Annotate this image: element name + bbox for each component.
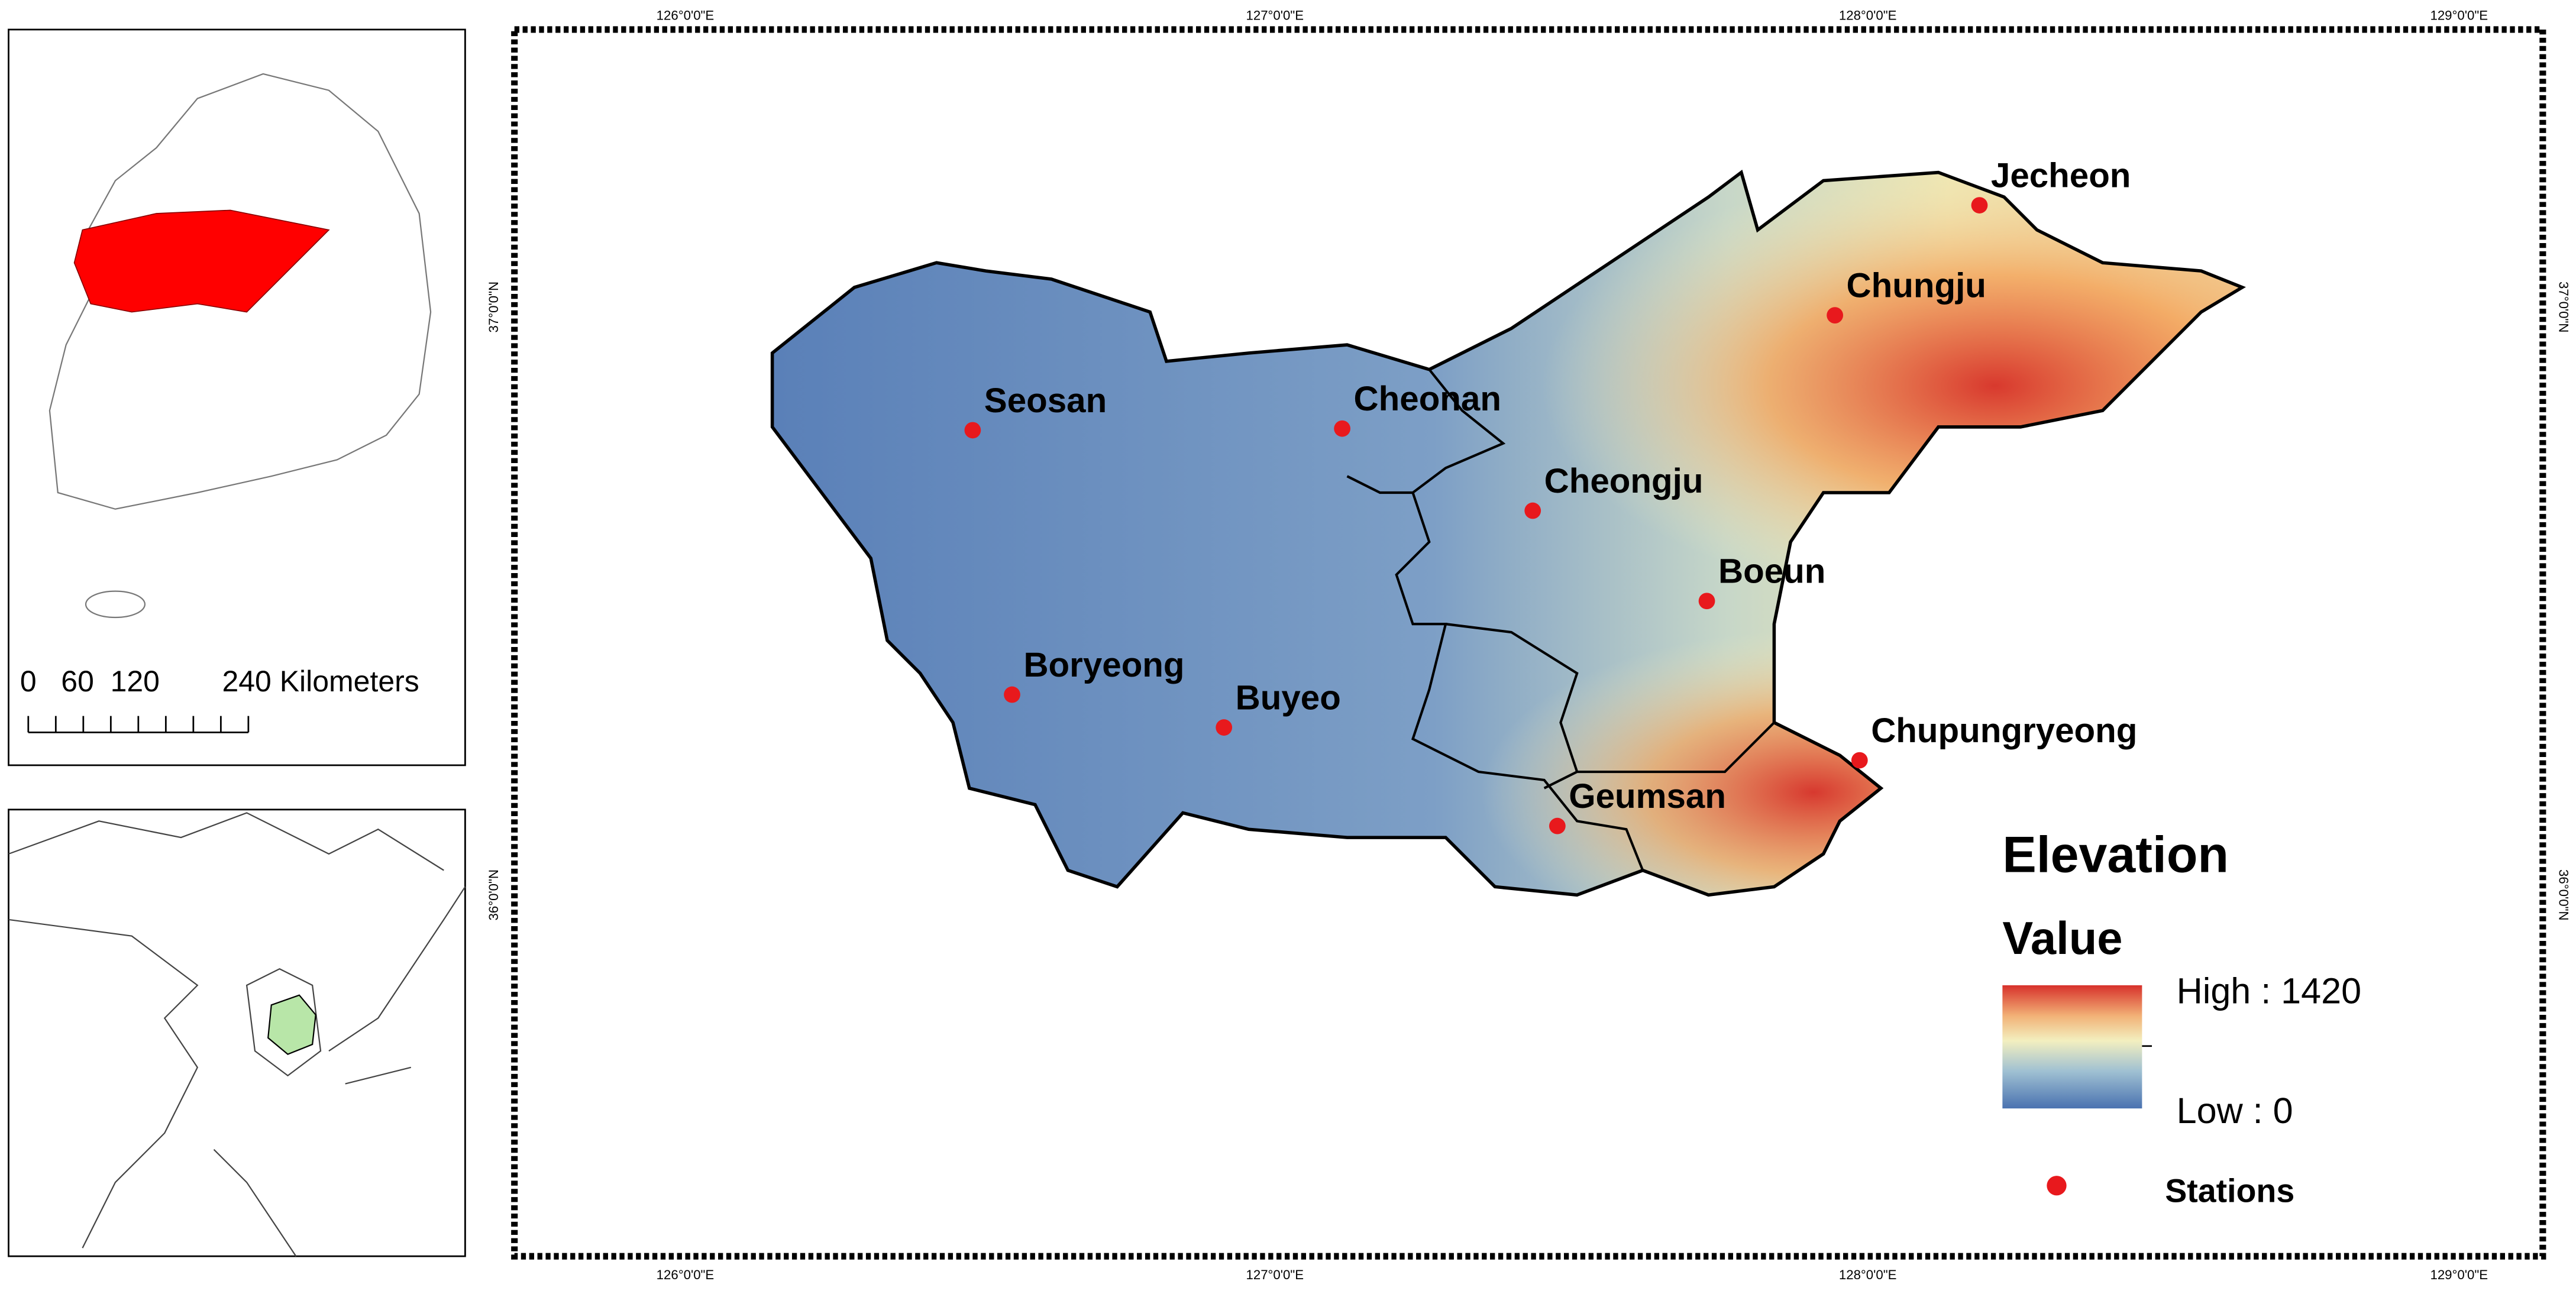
station-marker xyxy=(964,422,981,439)
station-marker xyxy=(1004,686,1020,703)
korea-highlight xyxy=(267,994,316,1055)
station-marker xyxy=(1827,307,1844,324)
legend-station-symbol xyxy=(2047,1176,2067,1196)
graticule-label: 129°0'0"E xyxy=(2430,8,2488,22)
scale-label: 120 xyxy=(111,665,160,698)
station-label: Boeun xyxy=(1718,552,1825,591)
station-label: Jecheon xyxy=(1991,157,2131,195)
graticule-label: 129°0'0"E xyxy=(2430,1267,2488,1282)
station-label: Geumsan xyxy=(1569,777,1726,816)
inset-frame xyxy=(8,808,466,1257)
scale-label: 240 Kilometers xyxy=(222,665,419,698)
station-label: Chungju xyxy=(1847,267,1986,305)
station-label: Cheongju xyxy=(1544,462,1704,500)
graticule-label: 36°0'0"N xyxy=(2556,869,2571,920)
graticule-label: 36°0'0"N xyxy=(486,869,501,920)
graticule-label: 128°0'0"E xyxy=(1839,1267,1897,1282)
legend-title: Elevation xyxy=(2002,826,2229,883)
labels: 126°0'0"E 127°0'0"E 128°0'0"E 129°0'0"E 126°… xyxy=(20,8,2571,1282)
study-area xyxy=(73,209,330,313)
station-marker xyxy=(1698,593,1715,610)
station-marker xyxy=(1524,502,1541,519)
graticule-label: 126°0'0"E xyxy=(657,1267,715,1282)
legend-low: Low : 0 xyxy=(2177,1091,2293,1131)
inset-frame xyxy=(8,28,466,766)
station-marker xyxy=(1334,420,1351,437)
graticule-label: 37°0'0"N xyxy=(486,282,501,332)
asia-outline xyxy=(8,812,466,1257)
station-marker xyxy=(1851,752,1868,769)
legend-ramp xyxy=(2002,985,2142,1109)
station-label: Boryeong xyxy=(1023,646,1184,684)
legend-stations: Stations xyxy=(2165,1173,2294,1209)
station-marker xyxy=(1971,197,1988,213)
boundary xyxy=(1346,368,1775,871)
legend-subtitle: Value xyxy=(2002,913,2122,964)
jeju-island xyxy=(85,590,146,619)
graticule-label: 37°0'0"N xyxy=(2556,282,2571,332)
scale-label: 0 xyxy=(20,665,37,698)
station-marker xyxy=(1216,719,1233,736)
graticule-label: 127°0'0"E xyxy=(1246,8,1304,22)
scale-label: 60 xyxy=(61,665,94,698)
station-label: Cheonan xyxy=(1354,380,1501,418)
graticule-label: 128°0'0"E xyxy=(1839,8,1897,22)
station-marker xyxy=(1549,817,1566,834)
legend-high: High : 1420 xyxy=(2177,971,2361,1011)
station-label: Seosan xyxy=(984,381,1107,420)
station-label: Buyeo xyxy=(1236,679,1341,717)
scale-ticks xyxy=(27,716,250,733)
graticule-label: 127°0'0"E xyxy=(1246,1267,1304,1282)
graticule-label: 126°0'0"E xyxy=(657,8,715,22)
station-label: Chupungryeong xyxy=(1871,711,2137,750)
